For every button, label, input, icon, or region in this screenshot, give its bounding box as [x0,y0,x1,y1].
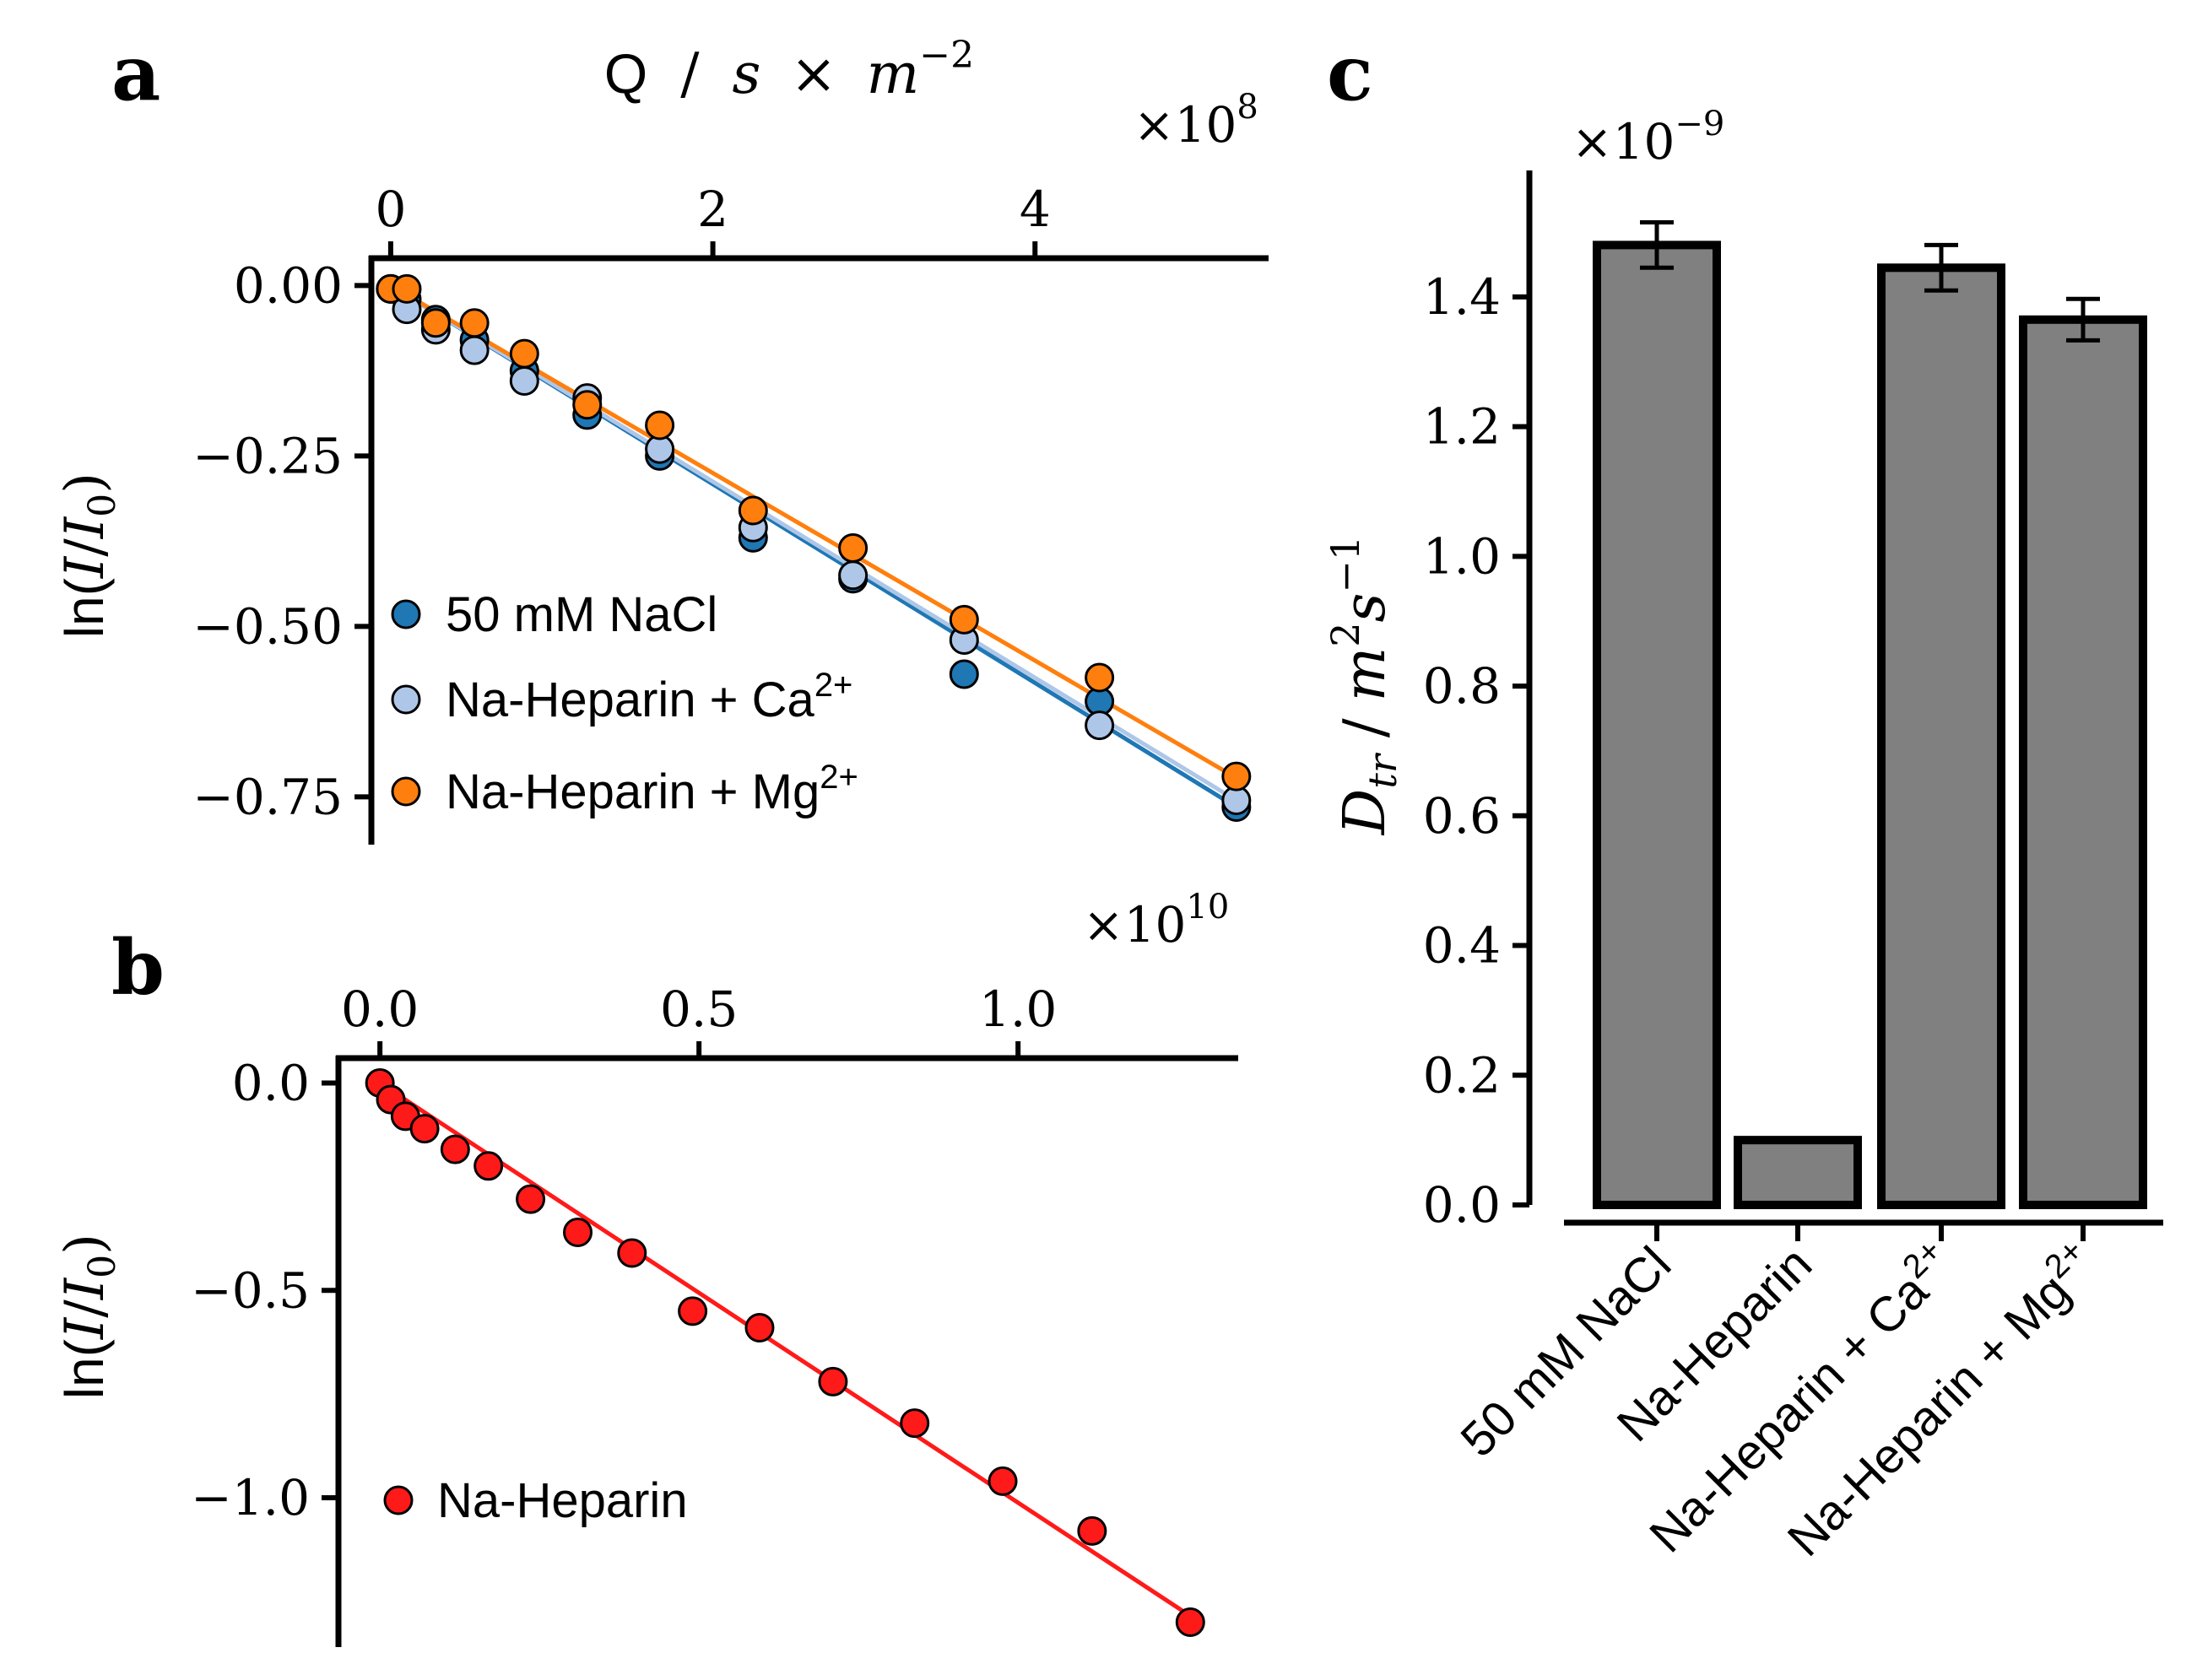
panel-label-a: a [111,29,160,118]
c-y-tick-label: 0.8 [1423,657,1501,715]
a-y-tick-label: −0.75 [192,768,343,825]
c-y-tick-label: 0.4 [1423,917,1501,975]
panel-b-fit-lines [378,1081,1192,1618]
data-point-50-mm-nacl [949,659,979,689]
panel-a: 0 2 4 0.00 −0.25 −0.50 −0.75 Q / s × m−2 ×108… [54,34,1269,845]
data-point-na-heparin-mg-2 [645,410,675,440]
error-bar-na-heparin-mg-2 [2066,296,2100,343]
data-point-na-heparin-mg-2 [1221,761,1252,791]
data-point-na-heparin [678,1296,708,1326]
panel-b-legend: Na-Heparin [383,1473,688,1528]
legend-marker-na-heparin [383,1485,414,1515]
a-y-tick-label: 0.00 [234,257,343,314]
data-point-na-heparin [1175,1607,1205,1638]
legend-label-heparin-ca: Na-Heparin + Ca2+ [446,667,852,727]
data-point-na-heparin-mg-2 [392,273,422,304]
legend-label-heparin-mg: Na-Heparin + Mg2+ [446,759,858,819]
b-y-tick-label: −0.5 [191,1261,310,1319]
legend-marker-heparin-ca [391,684,421,715]
c-y-tick-label: 1.2 [1423,398,1501,456]
panel-label-b: b [111,923,165,1013]
panel-label-c: c [1327,29,1373,118]
panel-a-legend: 50 mM NaCl Na-Heparin + Ca2+ Na-Heparin … [391,587,858,819]
panel-b-y-axis-title: ln(I/I0) [54,1234,124,1399]
panel-b-y-ticks: 0.0 −0.5 −1.0 [191,1054,338,1526]
legend-item-heparin-ca: Na-Heparin + Ca2+ [391,667,852,727]
data-point-na-heparin-mg-2 [420,308,451,338]
b-x-tick-label: 0.0 [341,980,419,1038]
c-y-tick-label: 1.0 [1423,527,1501,585]
data-point-na-heparin-ca-2 [509,365,539,396]
panel-c: 0.0 0.2 0.4 0.6 0.8 1.0 1.2 1.4 50 mM NaClNa-He… [1323,105,2163,1567]
legend-marker-heparin-mg [391,776,421,807]
b-y-tick-label: −1.0 [191,1469,310,1526]
a-x-tick-label: 2 [697,181,728,238]
data-point-na-heparin [1077,1515,1107,1546]
legend-item-na-heparin: Na-Heparin [383,1473,688,1528]
bar-50-mm-nacl [1593,240,1721,1209]
b-x-tick-label: 1.0 [979,980,1057,1038]
panel-c-y-ticks: 0.0 0.2 0.4 0.6 0.8 1.0 1.2 1.4 [1423,268,1529,1234]
panel-b: 0.0 0.5 1.0 0.0 −0.5 −1.0 ×1010 ln(I/I0) Na-… [54,888,1238,1647]
data-point-na-heparin [900,1408,930,1439]
panel-c-bars [1593,219,2147,1210]
panel-a-points [376,273,1252,823]
data-point-na-heparin [440,1134,470,1164]
data-point-na-heparin-mg-2 [838,532,869,563]
a-x-tick-label: 0 [375,181,406,238]
data-point-na-heparin [744,1313,775,1343]
panel-a-x-multiplier: ×108 [1134,88,1258,154]
data-point-na-heparin [473,1151,504,1181]
data-point-na-heparin-ca-2 [1085,710,1115,741]
legend-label-50mm-nacl: 50 mM NaCl [446,587,717,642]
panel-a-y-ticks: 0.00 −0.25 −0.50 −0.75 [192,257,371,825]
c-y-tick-label: 0.0 [1423,1176,1501,1234]
bar-na-heparin-ca-2 [1877,263,2005,1209]
legend-item-50mm-nacl: 50 mM NaCl [391,587,717,642]
a-y-tick-label: −0.50 [192,597,343,655]
panel-a-x-axis-title: Q / s × m−2 [604,34,974,106]
data-point-na-heparin-ca-2 [838,560,869,591]
bar-na-heparin-mg-2 [2019,315,2147,1210]
legend-label-na-heparin: Na-Heparin [437,1473,688,1528]
data-point-na-heparin-mg-2 [738,495,768,526]
data-point-na-heparin-mg-2 [949,604,979,635]
panel-a-x-ticks: 0 2 4 [375,181,1051,258]
data-point-na-heparin-mg-2 [572,390,603,420]
c-y-tick-label: 1.4 [1423,268,1501,326]
data-point-na-heparin [409,1114,440,1144]
legend-marker-50mm-nacl [391,599,421,629]
panel-b-x-ticks: 0.0 0.5 1.0 [341,980,1057,1058]
legend-item-heparin-mg: Na-Heparin + Mg2+ [391,759,858,819]
fit-line-na-heparin [378,1081,1192,1618]
panel-a-y-axis-title: ln(I/I0) [54,473,124,638]
b-y-tick-label: 0.0 [232,1054,310,1111]
data-point-na-heparin [516,1184,546,1214]
a-x-tick-label: 4 [1020,181,1051,238]
c-y-tick-label: 0.6 [1423,787,1501,845]
panel-c-y-axis-title: Dtr/m2s−1 [1323,536,1405,836]
panel-c-y-multiplier: ×10−9 [1572,105,1724,170]
data-point-na-heparin [563,1217,593,1247]
data-point-na-heparin-ca-2 [459,335,490,365]
bar-na-heparin [1734,1136,1862,1209]
data-point-na-heparin [818,1366,848,1396]
data-point-na-heparin-mg-2 [1085,662,1115,693]
data-point-na-heparin-mg-2 [459,308,490,338]
data-point-na-heparin [617,1238,647,1268]
c-y-tick-label: 0.2 [1423,1046,1501,1104]
data-point-na-heparin-mg-2 [509,338,539,369]
a-y-tick-label: −0.25 [192,427,343,484]
error-bar-na-heparin-ca-2 [1924,242,1958,293]
panel-b-points [365,1067,1205,1638]
b-x-tick-label: 0.5 [660,980,738,1038]
error-bar-50-mm-nacl [1640,219,1674,270]
data-point-na-heparin [988,1466,1018,1496]
panel-b-x-multiplier: ×1010 [1083,888,1229,953]
